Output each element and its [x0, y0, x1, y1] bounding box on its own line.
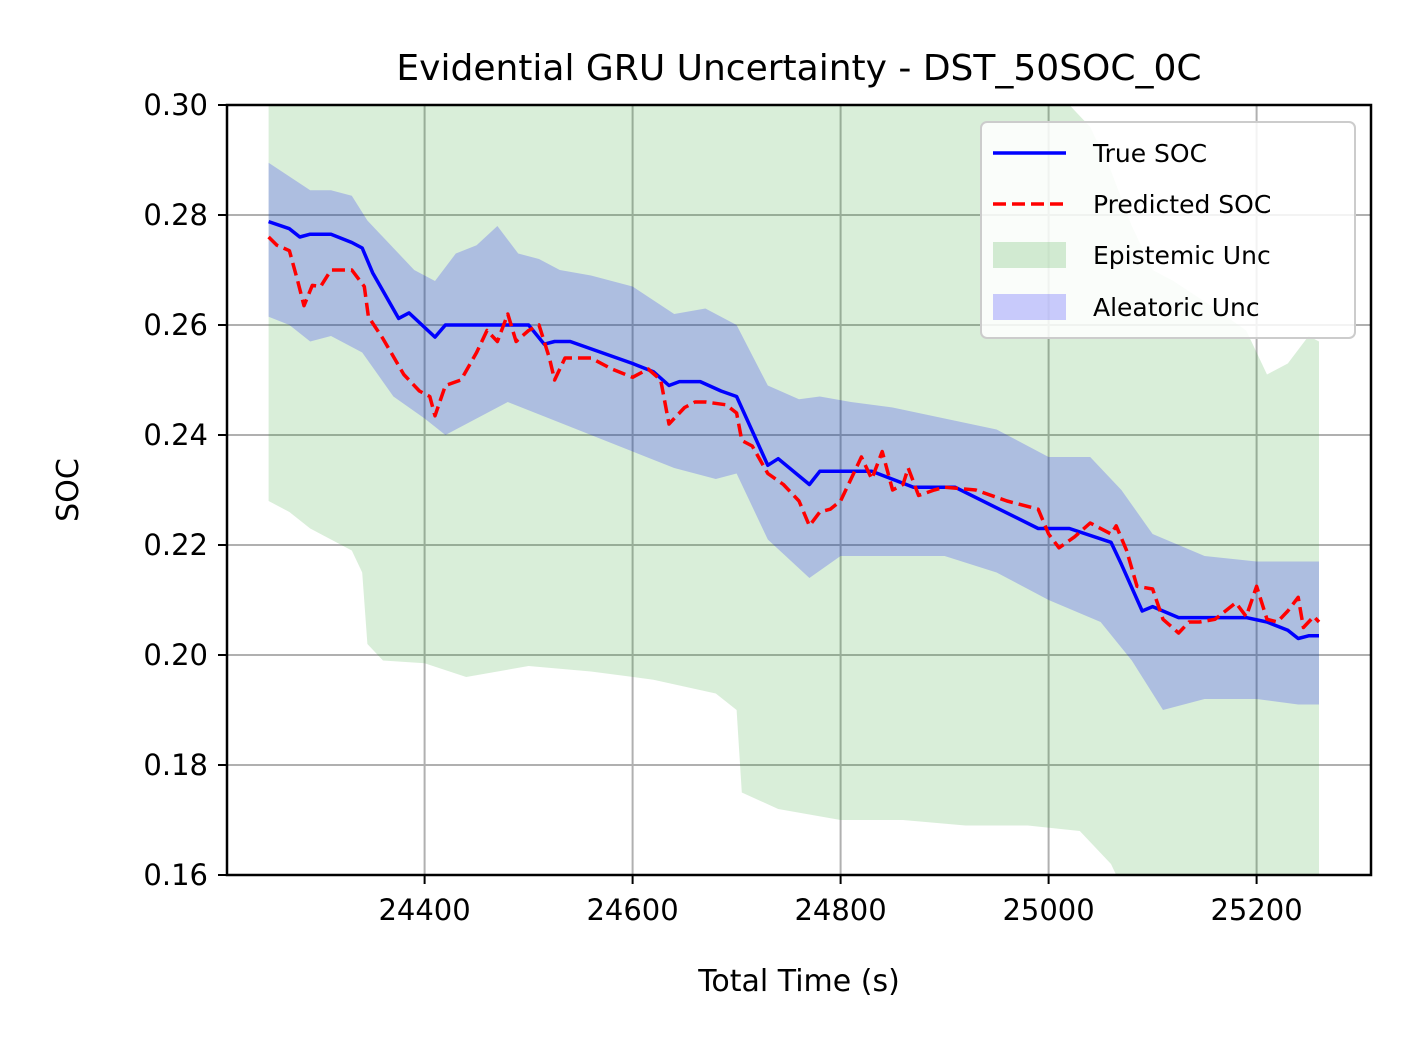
y-axis-title: SOC: [51, 458, 86, 522]
y-tick-label: 0.20: [143, 638, 208, 672]
x-axis-title: Total Time (s): [697, 964, 900, 999]
legend-swatch-epistemic: [993, 242, 1066, 268]
legend-label-true-soc: True SOC: [1092, 139, 1207, 168]
legend-swatch-aleatoric: [993, 294, 1066, 320]
legend-label-aleatoric: Aleatoric Unc: [1093, 293, 1260, 322]
legend: True SOC Predicted SOC Epistemic Unc Ale…: [980, 121, 1356, 339]
y-tick-label: 0.24: [143, 418, 208, 452]
y-tick-label: 0.28: [143, 198, 208, 232]
y-tick-label: 0.30: [143, 88, 208, 122]
y-tick-label: 0.16: [143, 858, 208, 892]
x-tick-label: 25200: [1210, 893, 1302, 927]
y-tick-label: 0.22: [143, 528, 208, 562]
legend-box: [980, 121, 1356, 339]
legend-label-epistemic: Epistemic Unc: [1093, 241, 1271, 270]
x-tick-label: 24400: [378, 893, 470, 927]
x-tick-label: 24800: [794, 893, 886, 927]
predicted-soc-line: [267, 235, 1321, 635]
aleatoric-uncertainty-band: [268, 162, 1320, 711]
x-tick-label: 24600: [586, 893, 678, 927]
x-tick-label: 25000: [1002, 893, 1094, 927]
axis-ticks: 24400 24600 24800 25000 25200 0.16 0.18 0.20 0.2…: [143, 88, 1302, 927]
plot-frame: [225, 103, 1373, 877]
legend-label-predicted-soc: Predicted SOC: [1093, 190, 1271, 219]
true-soc-line: [268, 219, 1319, 641]
chart-title: Evidential GRU Uncertainty - DST_50SOC_0…: [396, 48, 1201, 89]
y-tick-label: 0.18: [143, 748, 208, 782]
series-lines: [267, 219, 1321, 641]
y-tick-label: 0.26: [143, 308, 208, 342]
